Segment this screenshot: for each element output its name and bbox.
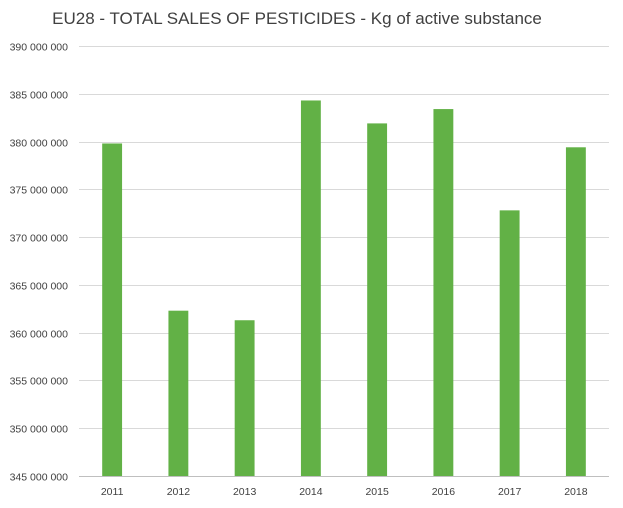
bar-2015 bbox=[367, 123, 388, 477]
bar-2012 bbox=[168, 310, 189, 476]
x-tick-label: 2018 bbox=[564, 486, 588, 498]
bar-2016 bbox=[433, 109, 454, 476]
chart-title: EU28 - TOTAL SALES OF PESTICIDES - Kg of… bbox=[52, 9, 542, 28]
bar-2014 bbox=[300, 100, 321, 476]
y-tick-label: 355 000 000 bbox=[10, 376, 69, 388]
y-tick-label: 365 000 000 bbox=[10, 281, 69, 293]
x-tick-label: 2015 bbox=[365, 486, 389, 498]
bar-2018 bbox=[565, 147, 586, 477]
y-tick-label: 385 000 000 bbox=[10, 90, 69, 102]
y-axis-tick-labels: 345 000 000 350 000 000 355 000 000 360 000… bbox=[10, 42, 69, 484]
y-tick-label: 375 000 000 bbox=[10, 185, 69, 197]
gridlines bbox=[79, 46, 609, 477]
x-axis-tick-labels: 2011 2012 2013 2014 2015 2016 2017 2018 bbox=[101, 486, 588, 498]
y-tick-label: 350 000 000 bbox=[10, 424, 69, 436]
x-tick-label: 2013 bbox=[233, 486, 257, 498]
bar-2011 bbox=[102, 143, 123, 476]
x-tick-label: 2012 bbox=[167, 486, 191, 498]
bars bbox=[102, 100, 586, 477]
x-tick-label: 2011 bbox=[101, 486, 124, 498]
bar-2013 bbox=[234, 320, 255, 476]
y-tick-label: 390 000 000 bbox=[10, 42, 69, 54]
y-tick-label: 360 000 000 bbox=[10, 329, 69, 341]
y-tick-label: 370 000 000 bbox=[10, 233, 69, 245]
y-tick-label: 380 000 000 bbox=[10, 138, 69, 150]
bar-2017 bbox=[499, 210, 520, 477]
y-tick-label: 345 000 000 bbox=[10, 472, 69, 484]
x-tick-label: 2016 bbox=[432, 486, 456, 498]
x-tick-label: 2014 bbox=[299, 486, 323, 498]
x-tick-label: 2017 bbox=[498, 486, 522, 498]
